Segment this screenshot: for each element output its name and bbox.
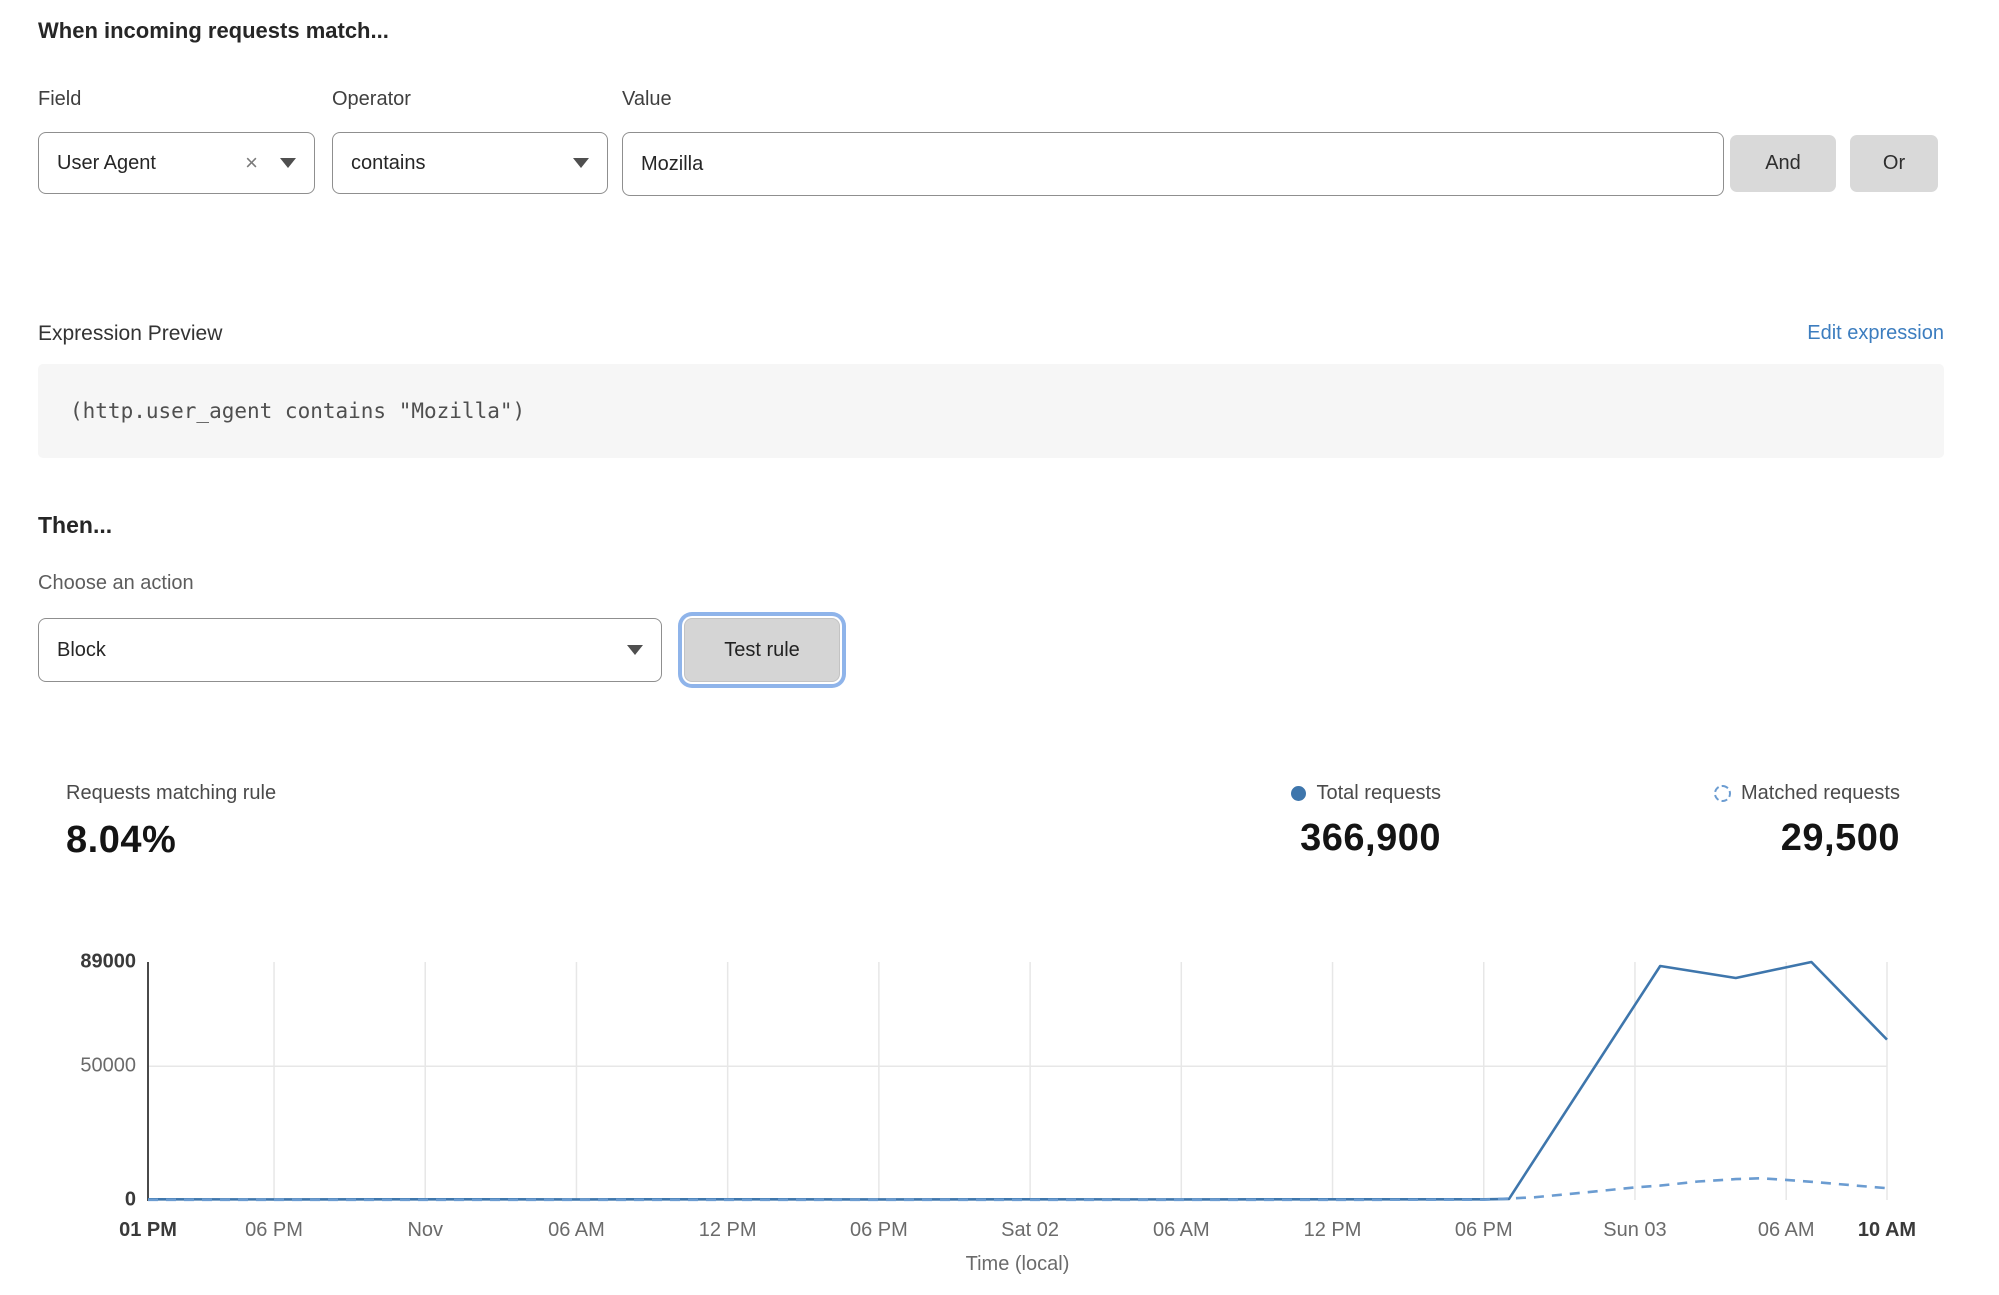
requests-matching-value: 8.04%: [66, 819, 177, 861]
edit-expression-link[interactable]: Edit expression: [1807, 322, 1944, 344]
x-tick-label: 06 AM: [548, 1219, 605, 1241]
expression-code-block: (http.user_agent contains "Mozilla"): [38, 364, 1944, 458]
field-select[interactable]: User Agent ×: [38, 132, 315, 194]
y-tick-label: 50000: [80, 1055, 136, 1077]
total-requests-line: [147, 960, 1888, 1201]
choose-action-label: Choose an action: [38, 572, 194, 594]
expression-preview-label: Expression Preview: [38, 322, 223, 345]
requests-matching-stat: Requests matching rule 8.04%: [66, 782, 486, 862]
field-select-value: User Agent: [57, 151, 156, 174]
x-tick-label: 01 PM: [119, 1219, 177, 1241]
then-title: Then...: [38, 512, 113, 538]
x-tick-label: 12 PM: [1304, 1219, 1362, 1241]
operator-select[interactable]: contains: [332, 132, 608, 194]
page-title: When incoming requests match...: [38, 18, 389, 43]
matched-requests-stat: Matched requests 29,500: [1600, 782, 1900, 860]
matched-requests-dashed-circle-icon: [1714, 785, 1732, 802]
operator-select-value: contains: [351, 151, 426, 174]
x-tick-label: 06 AM: [1153, 1219, 1210, 1241]
chevron-down-icon: [627, 645, 643, 655]
x-axis-title: Time (local): [966, 1253, 1070, 1275]
value-label: Value: [622, 88, 672, 110]
or-button[interactable]: Or: [1850, 135, 1938, 192]
x-tick-label: 12 PM: [699, 1219, 757, 1241]
field-label: Field: [38, 88, 82, 110]
clear-field-icon[interactable]: ×: [245, 150, 258, 175]
requests-chart: 0 50000 89000 01 PM 06 PM Nov 06 AM 12 PM 06 PM S…: [0, 940, 1999, 1295]
y-tick-label: 89000: [80, 950, 136, 972]
x-tick-label: 06 PM: [245, 1219, 303, 1241]
action-select-value: Block: [57, 638, 106, 661]
x-tick-label: 10 AM: [1858, 1219, 1916, 1241]
x-tick-label: 06 PM: [1455, 1219, 1513, 1241]
operator-label: Operator: [332, 88, 411, 110]
x-tick-label: 06 PM: [850, 1219, 908, 1241]
value-input[interactable]: [622, 132, 1724, 196]
test-rule-button[interactable]: Test rule: [684, 618, 840, 682]
total-requests-value: 366,900: [1300, 817, 1441, 859]
total-requests-legend: Total requests: [1141, 782, 1441, 805]
x-tick-label: 06 AM: [1758, 1219, 1815, 1241]
x-tick-label: Nov: [407, 1219, 443, 1241]
matched-requests-value: 29,500: [1780, 817, 1900, 859]
matched-requests-line: [148, 1177, 1888, 1202]
matched-requests-label: Matched requests: [1741, 782, 1900, 804]
x-tick-label: Sun 03: [1603, 1219, 1666, 1241]
requests-chart-svg: 0 50000 89000 01 PM 06 PM Nov 06 AM 12 PM 06 PM S…: [80, 950, 1916, 1275]
requests-matching-label: Requests matching rule: [66, 782, 277, 804]
total-requests-dot-icon: [1291, 786, 1307, 801]
y-tick-label: 0: [125, 1188, 136, 1210]
x-tick-label: Sat 02: [1001, 1219, 1059, 1241]
action-select[interactable]: Block: [38, 618, 662, 682]
total-requests-label: Total requests: [1316, 782, 1441, 804]
chevron-down-icon: [280, 158, 296, 168]
expression-code: (http.user_agent contains "Mozilla"): [70, 399, 526, 423]
chevron-down-icon: [573, 158, 589, 168]
total-requests-stat: Total requests 366,900: [1141, 782, 1441, 860]
matched-requests-legend: Matched requests: [1600, 782, 1900, 805]
and-button[interactable]: And: [1730, 135, 1836, 192]
